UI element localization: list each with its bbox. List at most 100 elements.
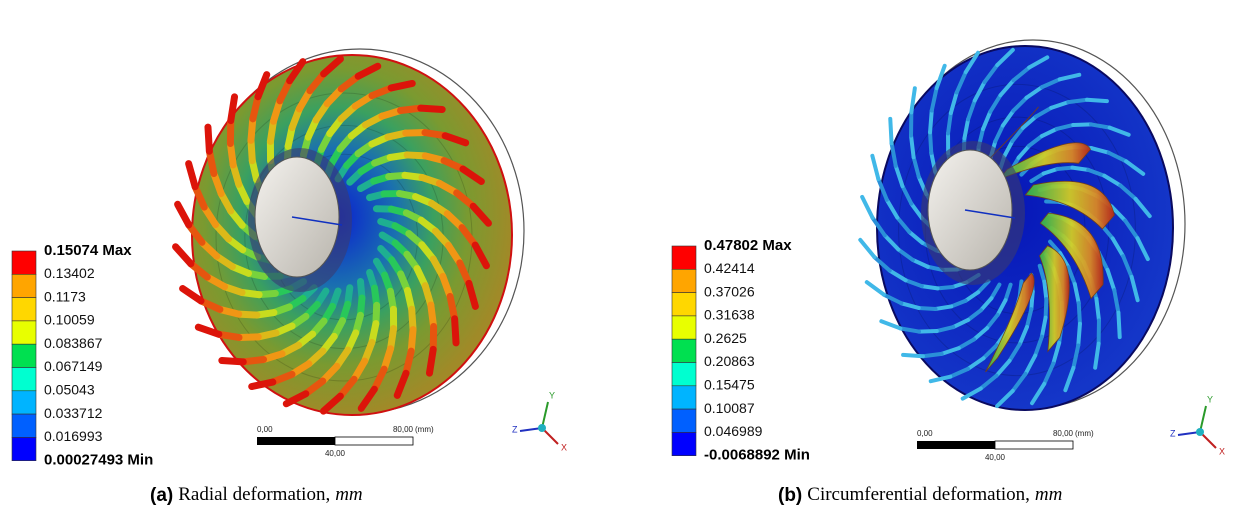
blade [231,97,235,121]
legend-label: 0.42414 [704,260,755,276]
blade [1073,124,1091,125]
legend-swatch [12,344,36,367]
legend-swatch [12,437,36,460]
blade [860,240,874,257]
blade [872,156,878,179]
blade [862,197,872,218]
hub [928,150,1012,270]
legend-swatch [672,386,696,409]
axis-triad: Y X Z [1170,394,1225,456]
legend-label: 0.05043 [44,382,95,398]
scale-start: 0,00 [257,425,273,434]
legend-label: 0.016993 [44,428,103,444]
triad-z-label: Z [512,424,518,434]
blade [178,204,189,225]
legend-swatch [672,432,696,455]
triad-y [542,402,548,428]
blade [189,164,195,187]
legend-label: 0.20863 [704,353,755,369]
blade [867,282,884,295]
legend-label: 0.10087 [704,400,755,416]
blade [421,108,442,109]
scale-end: 80,00 [393,425,414,434]
caption-tag: (b) [778,485,802,506]
blade [890,119,891,143]
legend-swatch [12,368,36,391]
legend-swatch [12,414,36,437]
legend-label: 0.13402 [44,265,95,281]
legend-swatch [12,251,36,274]
caption: (a)Radial deformation,mm [150,484,363,506]
triad-y-label: Y [1207,394,1213,404]
axis-triad: Y X Z [512,390,567,452]
legend-label: 0.31638 [704,307,755,323]
blade [208,127,209,151]
blade [930,111,932,133]
legend-label: 0.1173 [44,288,86,304]
triad-y-label: Y [549,390,555,400]
blade [938,287,953,288]
blade [1096,299,1099,321]
legend-label: 0.033712 [44,405,103,421]
legend-label: 0.083867 [44,335,103,351]
triad-x-label: X [561,442,567,452]
blade [1079,303,1080,324]
legend-swatch [12,274,36,297]
caption: (b)Circumferential deformation,mm [778,484,1062,506]
caption-unit: mm [335,484,362,505]
blade [919,308,936,309]
legend-swatch [672,363,696,386]
blade [429,349,433,373]
legend-swatch [12,298,36,321]
blade [919,331,937,332]
legend: 0.47802 Max 0.42414 0.37026 0.31638 0.2625 0.… [672,237,810,464]
blade [222,361,243,362]
blade [1057,168,1072,169]
legend-label: 0.15475 [704,377,755,393]
triad-y [1200,406,1206,432]
scale-unit: (mm) [415,425,434,434]
blade [1072,168,1088,170]
blade [183,289,201,301]
legend-label: 0.47802 Max [704,237,792,254]
legend-swatch [672,293,696,316]
scale-bar-dark [917,441,995,449]
blade [1044,282,1046,299]
caption-tag: (a) [150,485,173,506]
legend-label: -0.0068892 Min [704,447,810,464]
legend-swatch [672,339,696,362]
blade [911,135,914,157]
legend-swatch [672,269,696,292]
blade [455,319,456,343]
legend-label: 0.046989 [704,423,763,439]
blade [391,83,412,87]
blade [903,355,923,356]
triad-z-label: Z [1170,428,1176,438]
scale-bar: 0,0080,00(mm)40,00 [917,429,1094,462]
blade [1068,100,1087,102]
figure: 0.15074 Max0.134020.11730.100590.0838670… [0,0,1242,514]
scale-middle: 40,00 [985,453,1006,462]
caption-text: Circumferential deformation, [807,484,1030,505]
page: {"panels": [ {"legend": {"labels": ["0.1… [0,0,1242,514]
legend-swatch [12,391,36,414]
scale-start: 0,00 [917,429,933,438]
legend-swatch [672,316,696,339]
legend-swatch [672,409,696,432]
panel: 0.47802 Max 0.42414 0.37026 0.31638 0.2625 0.… [672,40,1225,506]
impeller [860,40,1185,410]
blade [1078,324,1080,346]
scale-bar-light [335,437,413,445]
legend-label: 0.2625 [704,330,747,346]
scale-bar-dark [257,437,335,445]
blade [948,113,951,133]
blade [252,382,273,386]
legend: 0.15074 Max0.134020.11730.100590.0838670… [12,242,153,469]
legend-label: 0.37026 [704,283,755,299]
scale-bar-light [995,441,1073,449]
legend-label: 0.15074 Max [44,242,132,259]
triad-x-label: X [1219,446,1225,456]
legend-swatch [672,246,696,269]
scale-end: 80,00 [1053,429,1074,438]
